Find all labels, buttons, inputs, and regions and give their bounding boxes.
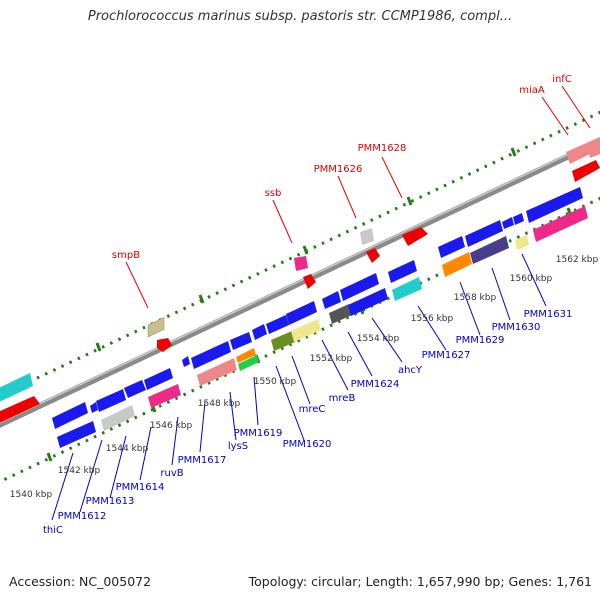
scale-label: 1542 kbp (58, 466, 101, 476)
scale-label: 1548 kbp (198, 399, 241, 409)
gene-feature (438, 236, 465, 258)
gene-feature (294, 256, 308, 271)
gene-feature (266, 315, 289, 334)
scale-label: 1556 kbp (411, 314, 454, 324)
gene-label: lysS (228, 441, 248, 452)
gene-feature (57, 421, 96, 448)
gene-feature (157, 338, 172, 352)
gene-label: PMM1631 (524, 309, 573, 320)
gene-label: mreB (329, 393, 356, 404)
upper-tick-track (0, 110, 600, 398)
gene-feature (348, 288, 388, 316)
gene-label: PMM1619 (234, 428, 283, 439)
gene-feature (442, 252, 472, 277)
gene-feature (286, 301, 317, 325)
gene-label: PMM1620 (283, 439, 332, 450)
gene-feature (515, 235, 529, 250)
gene-label: PMM1617 (178, 455, 227, 466)
gene-feature (360, 228, 374, 245)
upper-gene-labels: smpB ssb PMM1626 PMM1628 miaA infC (112, 74, 572, 261)
gene-label: ruvB (160, 468, 183, 479)
gene-label: smpB (112, 250, 140, 261)
gene-feature (322, 291, 341, 309)
gene-feature (502, 217, 514, 229)
gene-feature (470, 236, 509, 264)
gene-label: ahcY (398, 365, 423, 376)
gene-feature (96, 389, 126, 412)
genome-axis-highlight (0, 138, 600, 424)
gene-feature (340, 273, 379, 301)
gene-label: infC (552, 74, 572, 85)
gene-feature (303, 274, 316, 289)
gene-label: PMM1613 (86, 496, 135, 507)
gene-feature (230, 332, 252, 350)
gene-label: PMM1614 (116, 482, 165, 493)
gene-feature (191, 341, 231, 369)
gene-feature (197, 358, 237, 386)
gene-feature (236, 348, 256, 363)
gene-label: PMM1630 (492, 322, 541, 333)
scale-label: 1550 kbp (254, 377, 297, 387)
scale-label: 1558 kbp (454, 293, 497, 303)
lower-genes (0, 187, 588, 448)
gene-feature (101, 405, 135, 431)
gene-feature (148, 384, 181, 408)
gene-feature (124, 380, 146, 398)
scale-label: 1546 kbp (150, 421, 193, 431)
gene-feature (52, 402, 88, 429)
gene-feature (147, 317, 165, 338)
gene-label: PMM1612 (58, 511, 107, 522)
scale-label: 1540 kbp (10, 490, 53, 500)
upper-leader-lines (125, 85, 591, 309)
gene-feature (238, 355, 259, 371)
gene-feature (90, 402, 98, 413)
gene-label: PMM1628 (358, 143, 407, 154)
scale-label: 1544 kbp (106, 444, 149, 454)
gene-feature (0, 373, 33, 402)
gene-feature (0, 396, 40, 423)
gene-feature (252, 324, 267, 340)
gene-feature (526, 187, 583, 223)
accession-label: Accession: NC_005072 (9, 574, 152, 589)
gene-feature (513, 213, 524, 225)
gene-feature (329, 304, 352, 324)
gene-feature (392, 277, 422, 301)
gene-feature (182, 356, 190, 367)
gene-label: ssb (265, 188, 282, 199)
gene-label: miaA (519, 85, 545, 96)
gene-label: PMM1627 (422, 350, 471, 361)
gene-feature (533, 206, 588, 242)
gene-label: PMM1629 (456, 335, 505, 346)
gene-label: PMM1626 (314, 164, 363, 175)
scale-label: 1554 kbp (357, 334, 400, 344)
gene-feature (572, 160, 600, 182)
gene-feature (588, 140, 600, 158)
gene-feature (402, 227, 428, 246)
scale-label: 1562 kbp (556, 255, 599, 265)
upper-genes (147, 137, 600, 352)
gene-feature (144, 368, 173, 390)
gene-label: mreC (299, 404, 326, 415)
gene-feature (291, 319, 321, 342)
scale-labels: 1540 kbp 1542 kbp 1544 kbp 1546 kbp 1548 kbp… (10, 255, 599, 500)
gene-feature (271, 331, 295, 351)
gene-feature (366, 248, 380, 263)
scale-label: 1560 kbp (510, 274, 553, 284)
gene-label: thiC (43, 525, 63, 536)
scale-label: 1552 kbp (310, 354, 353, 364)
genome-summary: Topology: circular; Length: 1,657,990 bp… (248, 574, 592, 589)
lower-gene-labels: thiC PMM1612 PMM1613 PMM1614 ruvB PMM1617lysS… (43, 309, 572, 536)
gene-feature (465, 220, 503, 247)
lower-leader-lines (51, 253, 547, 521)
page-title: Prochlorococcus marinus subsp. pastoris … (87, 9, 513, 24)
genome-axis (0, 138, 600, 428)
gene-feature (388, 260, 417, 283)
lower-tick-track (0, 196, 600, 484)
gene-label: PMM1624 (351, 379, 400, 390)
